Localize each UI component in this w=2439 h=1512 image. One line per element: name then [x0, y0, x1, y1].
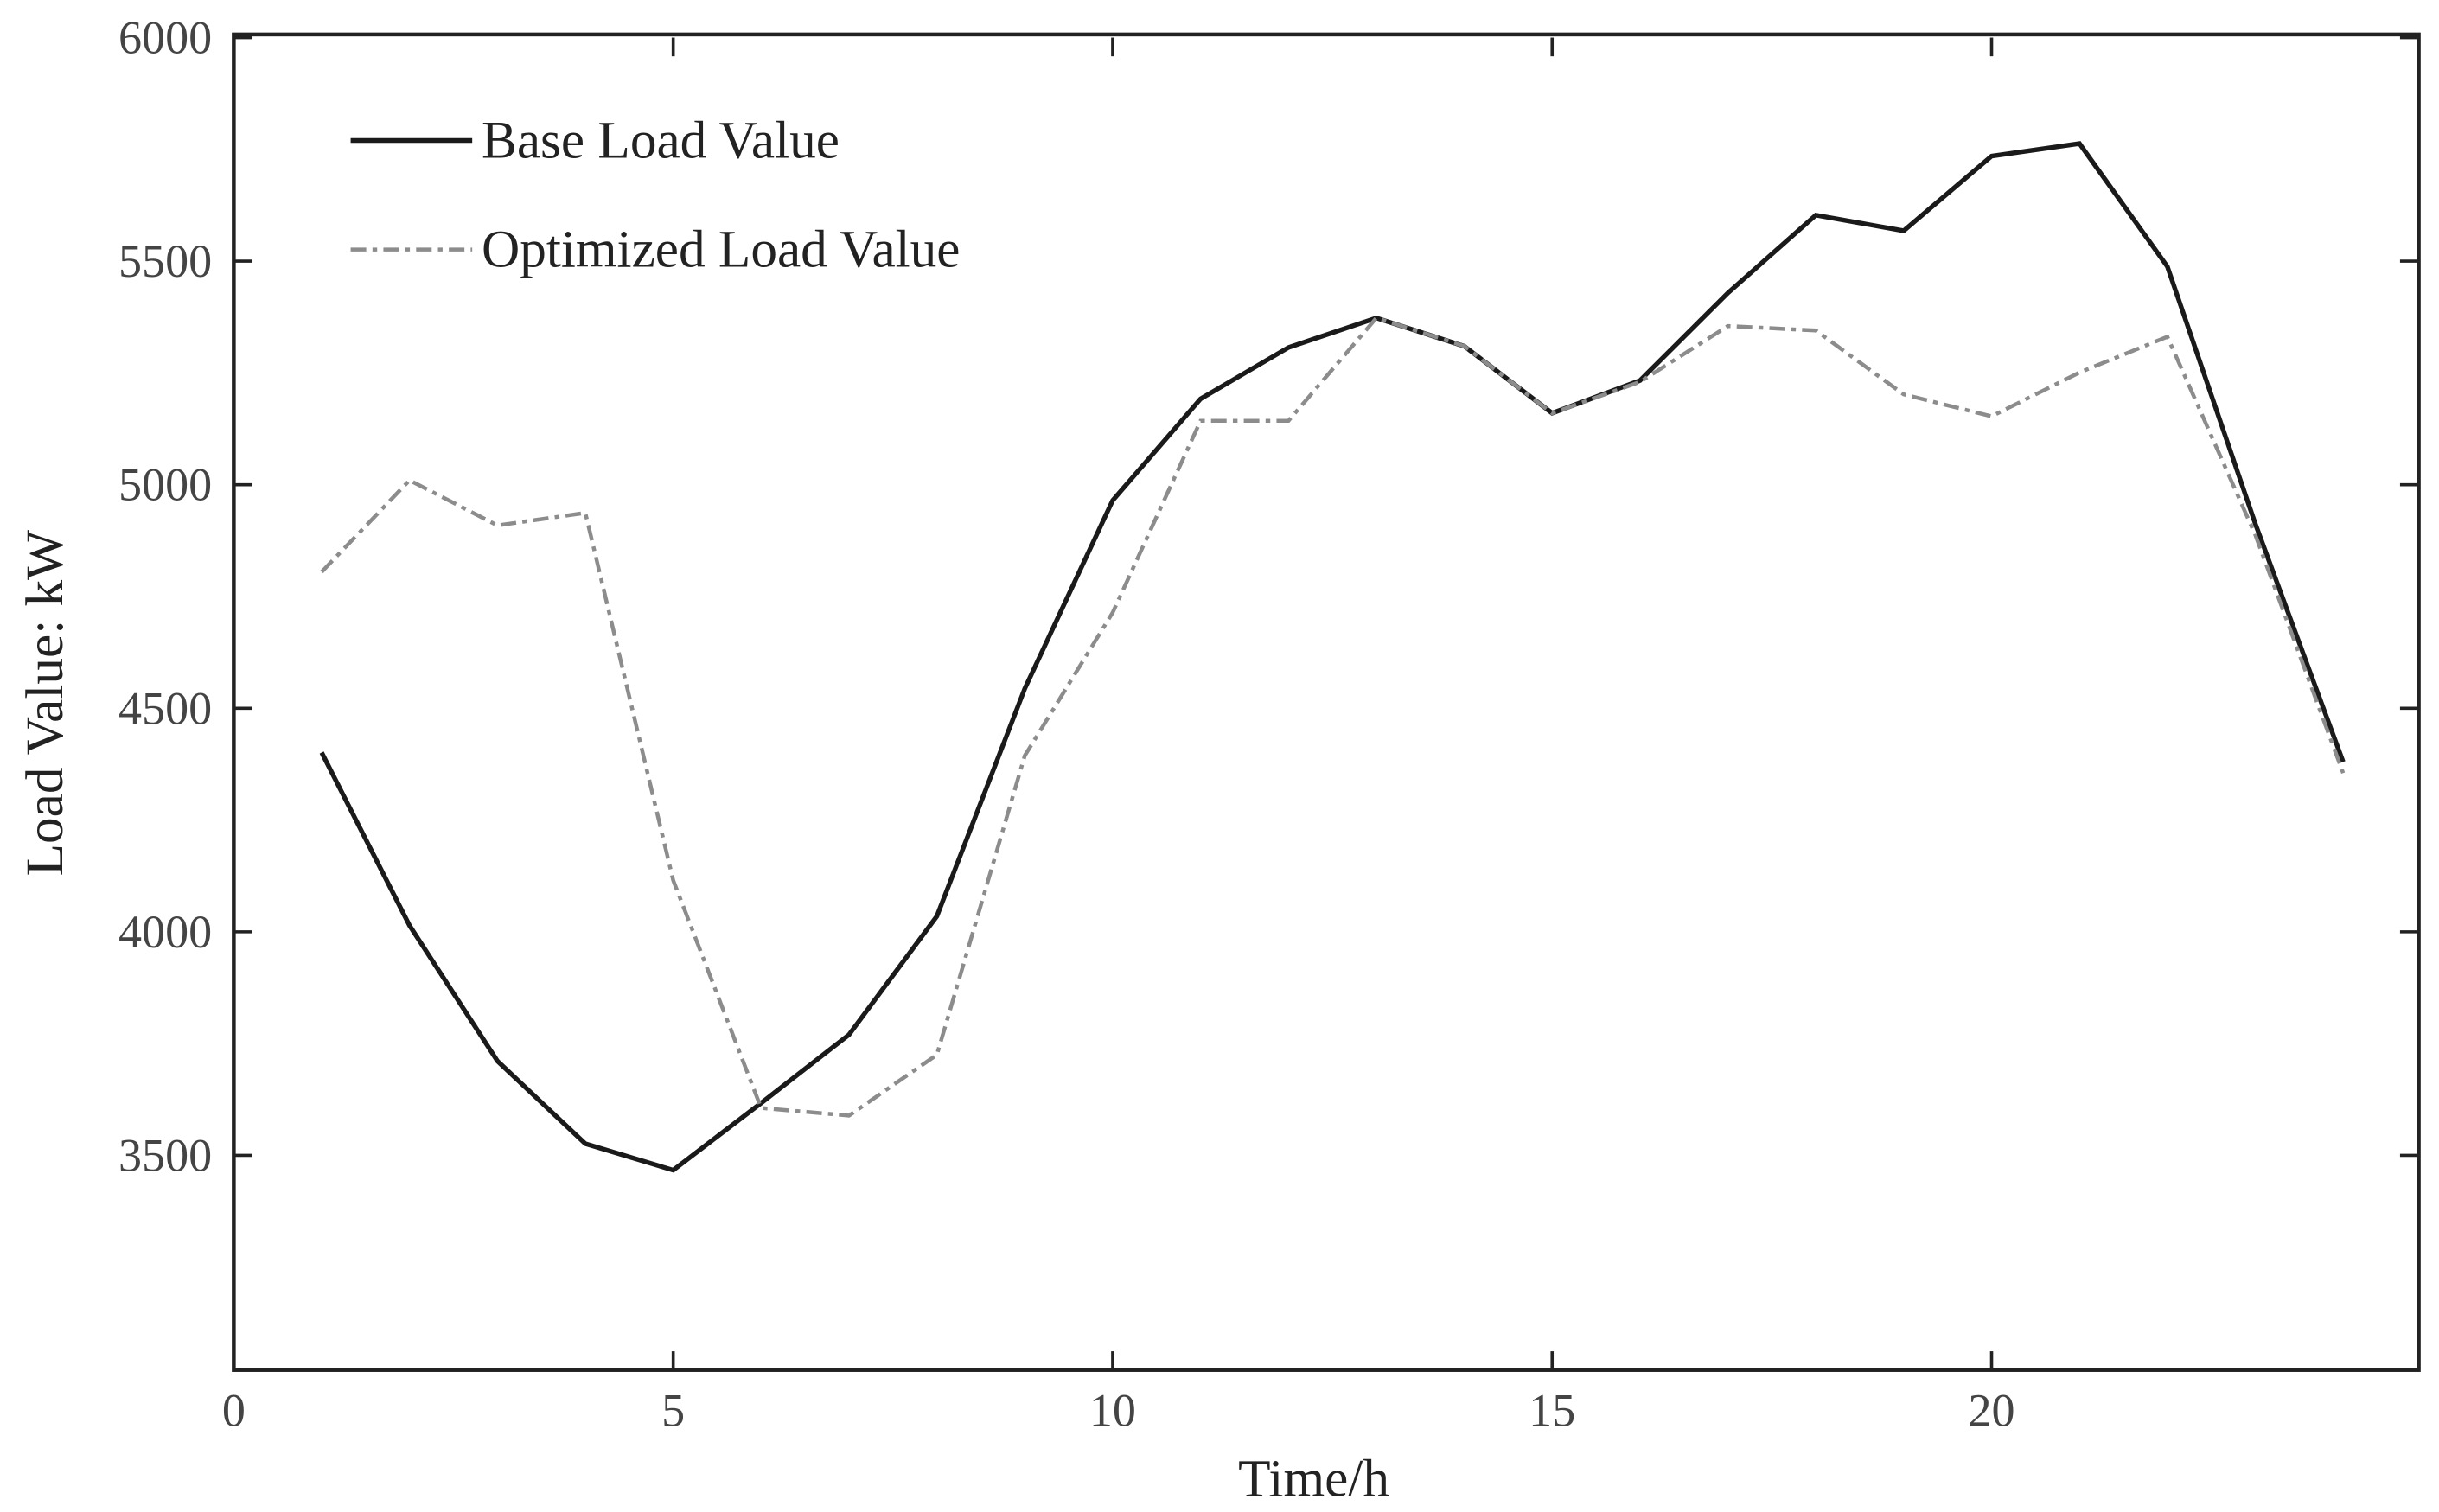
y-tick-label: 5000: [118, 459, 212, 511]
x-tick-label: 0: [222, 1385, 246, 1437]
x-tick-label: 5: [661, 1385, 685, 1437]
y-axis-label: Load Value: kW: [16, 530, 74, 877]
legend-label: Optimized Load Value: [482, 220, 961, 278]
y-tick-label: 5500: [118, 235, 212, 287]
y-tick-label: 6000: [118, 12, 212, 64]
plot-frame: [232, 32, 2421, 1372]
x-axis-label: Time/h: [1238, 1450, 1389, 1509]
y-tick-label: 3500: [118, 1129, 212, 1181]
data-line: [319, 141, 2346, 1173]
legend-label: Base Load Value: [482, 111, 840, 169]
x-tick-label: 15: [1529, 1385, 1575, 1437]
y-tick-label: 4500: [118, 682, 212, 734]
x-tick-label: 20: [1968, 1385, 2014, 1437]
y-tick-label: 4000: [118, 906, 212, 958]
x-tick-label: 10: [1089, 1385, 1136, 1437]
data-line: [320, 316, 2346, 1118]
